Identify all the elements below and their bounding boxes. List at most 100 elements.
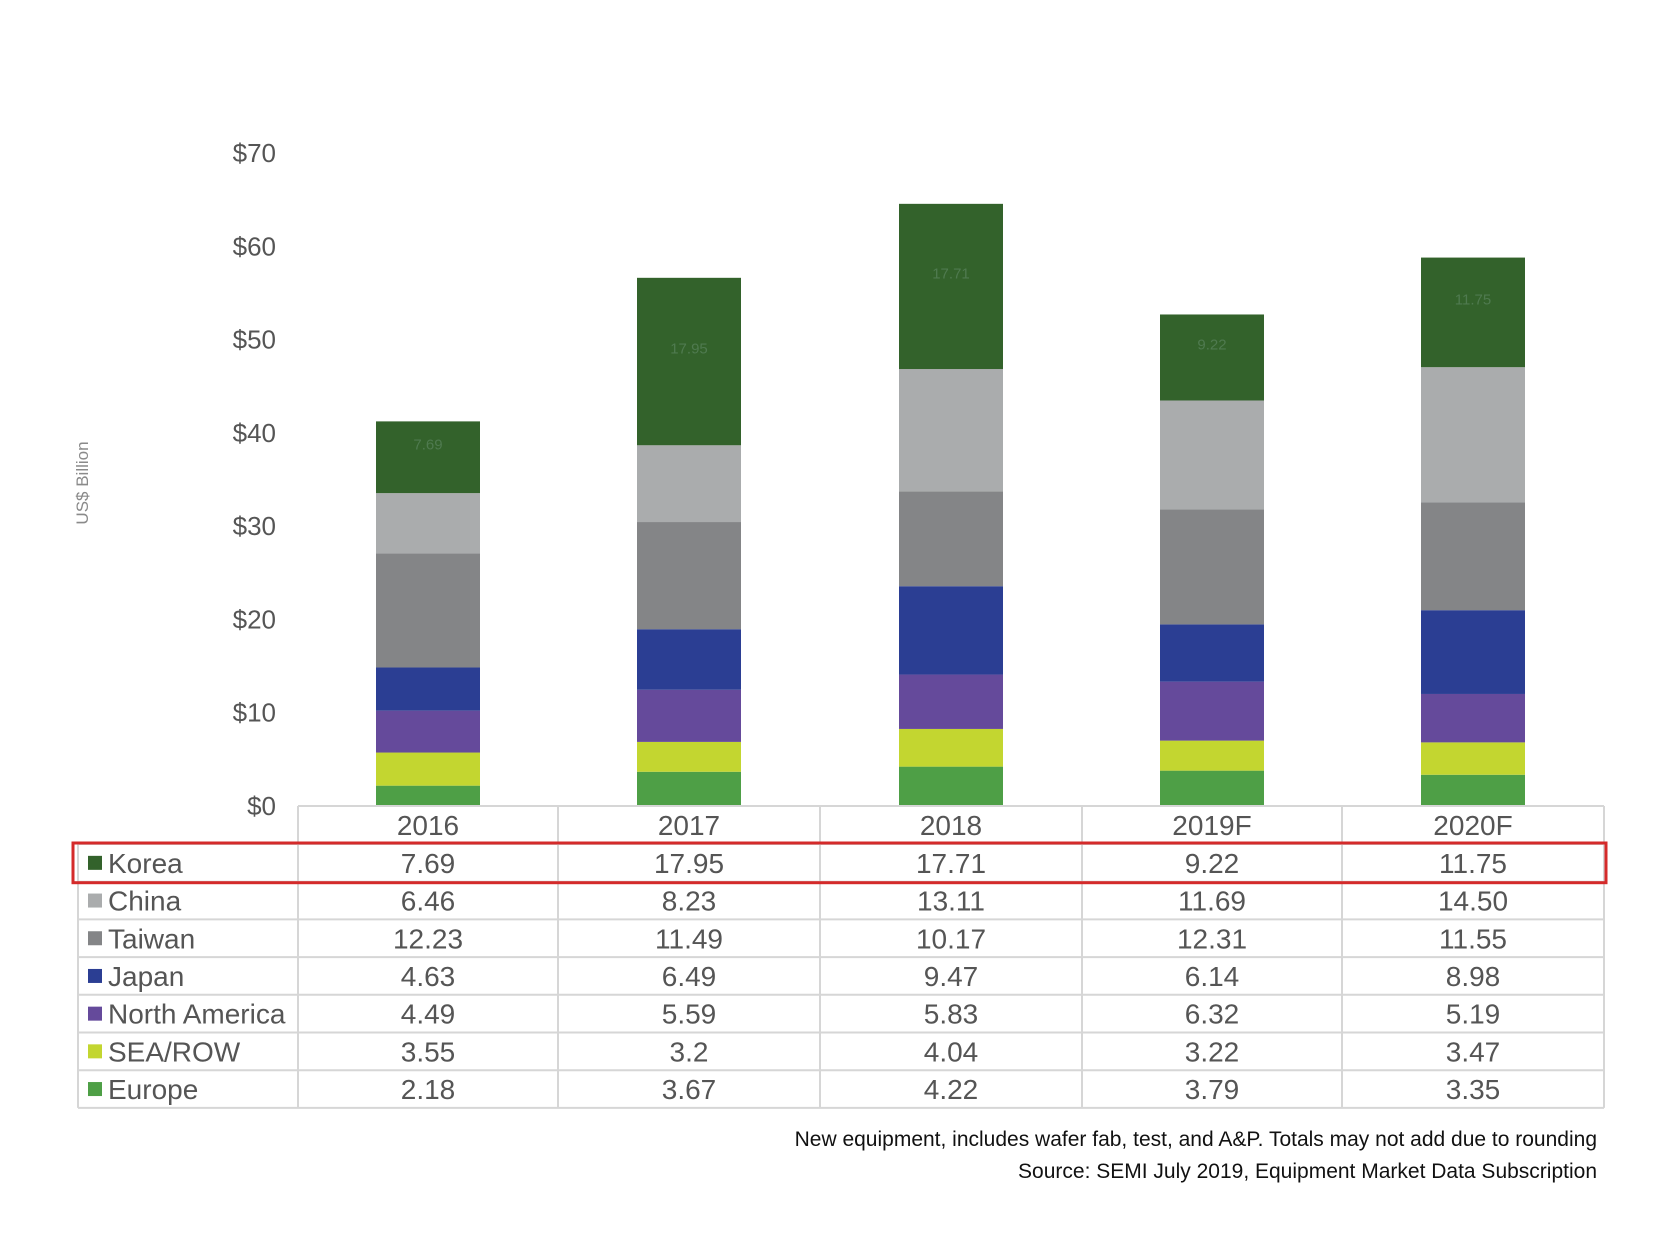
legend-swatch — [88, 893, 102, 908]
bar-stack: 7.69 — [376, 421, 480, 806]
data-table: 2016 2017 2018 2019F 2020F Korea 7.69 17.95 17.7… — [71, 805, 1608, 1109]
legend-swatch — [88, 1006, 102, 1021]
table-cell-value: 6.49 — [662, 961, 717, 992]
table-cell-value: 3.22 — [1185, 1036, 1240, 1067]
y-tick-label: $30 — [233, 511, 276, 541]
y-tick-label: $0 — [247, 791, 276, 821]
bar-segment — [376, 667, 480, 711]
bar-segment — [1160, 740, 1264, 771]
legend-swatch — [88, 1082, 102, 1097]
table-cell-value: 3.35 — [1446, 1074, 1501, 1105]
table-cell-value: 9.22 — [1185, 848, 1240, 879]
bar-segment — [899, 728, 1003, 767]
bar-segment — [899, 369, 1003, 492]
bar-segment — [1421, 610, 1525, 694]
y-tick-label: $70 — [233, 138, 276, 168]
table-row: China 6.46 8.23 13.11 11.69 14.50 — [88, 886, 1508, 917]
bar-segment — [376, 710, 480, 753]
y-tick-label: $40 — [233, 418, 276, 448]
bar-segment — [1160, 509, 1264, 625]
bar-segment — [899, 766, 1003, 806]
table-cell-value: 5.19 — [1446, 999, 1501, 1030]
bar-segment — [1421, 257, 1525, 368]
bar-segment — [376, 421, 480, 494]
table-row: North America 4.49 5.59 5.83 6.32 5.19 — [88, 999, 1500, 1030]
table-row: SEA/ROW 3.55 3.2 4.04 3.22 3.47 — [88, 1036, 1500, 1067]
table-cell-value: 3.79 — [1185, 1074, 1240, 1105]
table-row: Japan 4.63 6.49 9.47 6.14 8.98 — [88, 961, 1500, 992]
legend-swatch — [88, 931, 102, 946]
table-cell-value: 6.14 — [1185, 961, 1240, 992]
bar-stack: 17.95 — [637, 277, 741, 806]
table-cell-value: 9.47 — [924, 961, 979, 992]
table-cell-value: 5.59 — [662, 999, 717, 1030]
legend-swatch — [88, 855, 102, 870]
bar-segment — [376, 752, 480, 786]
table-cell-value: 11.49 — [655, 923, 723, 954]
table-cell-value: 4.63 — [401, 961, 456, 992]
table-row: Europe 2.18 3.67 4.22 3.79 3.35 — [88, 1074, 1500, 1105]
bar-segment — [376, 785, 480, 806]
table-cell-value: 6.46 — [401, 886, 456, 917]
bar-segment — [637, 445, 741, 523]
x-tick-label: 2019F — [1172, 810, 1251, 841]
bar-segment — [637, 522, 741, 630]
legend-label: SEA/ROW — [108, 1036, 241, 1067]
bar-segment — [637, 277, 741, 446]
legend-label: Korea — [108, 848, 183, 879]
table-cell-value: 11.55 — [1439, 923, 1507, 954]
x-tick-label: 2016 — [397, 810, 459, 841]
y-tick-label: $60 — [233, 231, 276, 261]
table-row: Korea 7.69 17.95 17.71 9.22 11.75 — [88, 848, 1507, 879]
bar-stack: 17.71 — [899, 203, 1003, 806]
table-cell-value: 4.22 — [924, 1074, 979, 1105]
bar-segment — [899, 491, 1003, 587]
bar-data-label: 11.75 — [1455, 291, 1491, 308]
table-cell-value: 11.75 — [1439, 848, 1507, 879]
table-cell-value: 2.18 — [401, 1074, 456, 1105]
table-cell-value: 7.69 — [401, 848, 456, 879]
bar-segment — [899, 586, 1003, 675]
highlight-box — [71, 841, 1608, 885]
y-axis-label: US$ Billion — [73, 441, 92, 524]
bar-segment — [637, 689, 741, 742]
bar-segment — [1160, 314, 1264, 401]
bar-segment — [899, 674, 1003, 729]
bar-segment — [1421, 774, 1525, 806]
table-cell-value: 8.98 — [1446, 961, 1501, 992]
table-cell-value: 8.23 — [662, 886, 717, 917]
table-cell-value: 12.31 — [1177, 923, 1247, 954]
bar-data-label: 7.69 — [413, 436, 442, 453]
y-tick-label: $10 — [233, 698, 276, 728]
x-tick-label: 2018 — [920, 810, 982, 841]
table-cell-value: 4.04 — [924, 1036, 979, 1067]
table-cell-value: 4.49 — [401, 999, 456, 1030]
table-cell-value: 13.11 — [917, 886, 985, 917]
y-tick-label: $20 — [233, 604, 276, 634]
bar-segment — [1160, 400, 1264, 510]
source-text: Source: SEMI July 2019, Equipment Market… — [1018, 1160, 1597, 1183]
legend-label: Taiwan — [108, 923, 195, 954]
bar-segment — [1421, 693, 1525, 743]
bar-segment — [637, 771, 741, 806]
table-cell-value: 14.50 — [1438, 886, 1508, 917]
legend-label: China — [108, 886, 182, 917]
legend-swatch — [88, 968, 102, 983]
bars: 7.69 17.95 17.71 9.22 11.75 — [376, 203, 1525, 806]
bar-segment — [1421, 502, 1525, 611]
table-cell-value: 11.69 — [1178, 886, 1246, 917]
table-cell-value: 12.23 — [393, 923, 463, 954]
table-cell-value: 3.47 — [1446, 1036, 1501, 1067]
bar-stack: 11.75 — [1421, 257, 1525, 806]
legend-label: Europe — [108, 1074, 198, 1105]
table-cell-value: 10.17 — [916, 923, 986, 954]
legend-swatch — [88, 1044, 102, 1059]
x-tick-label: 2020F — [1433, 810, 1512, 841]
table-cell-value: 17.95 — [654, 848, 724, 879]
y-tick-label: $50 — [233, 325, 276, 355]
bar-segment — [1421, 742, 1525, 775]
bar-data-label: 17.71 — [932, 265, 970, 282]
table-cell-value: 3.2 — [670, 1036, 709, 1067]
table-cell-value: 6.32 — [1185, 999, 1240, 1030]
